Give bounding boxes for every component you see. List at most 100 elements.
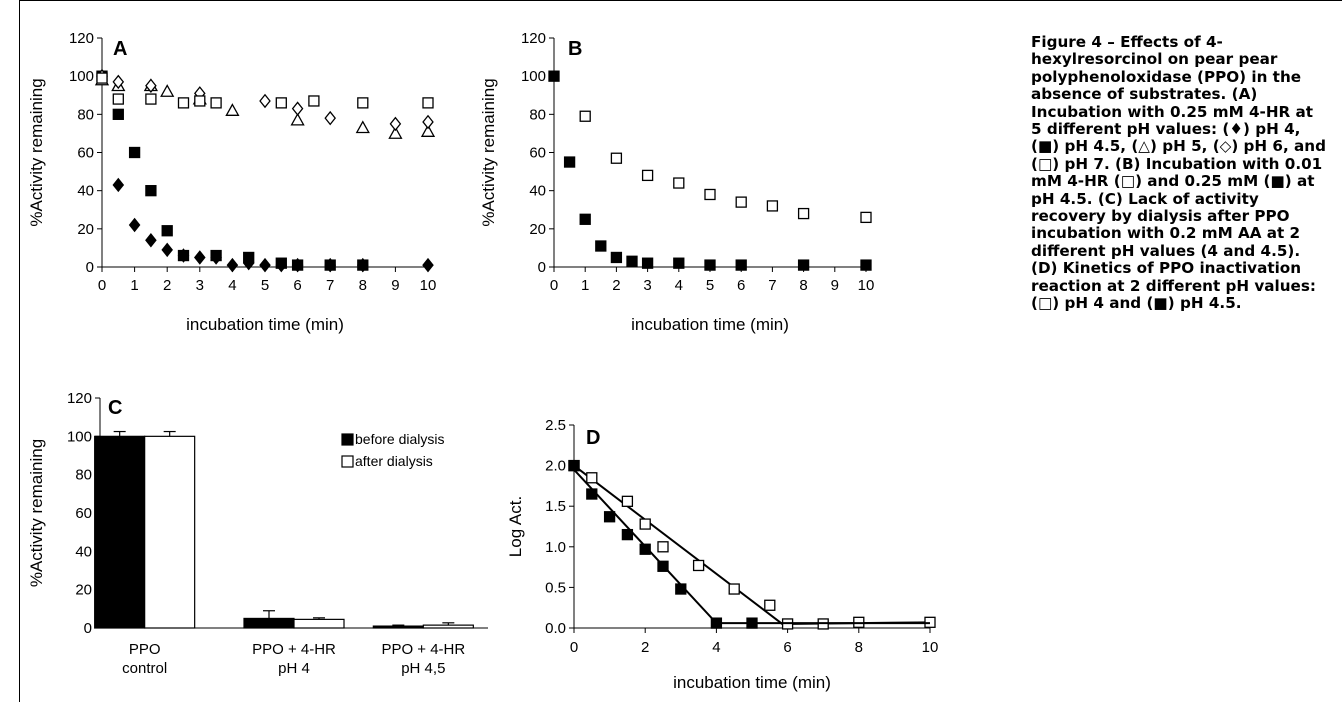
y-tick-label: 60 (75, 505, 92, 522)
data-point (764, 599, 776, 611)
x-axis-title: incubation time (min) (186, 315, 344, 334)
x-tick-label: 6 (293, 277, 301, 294)
data-point (194, 95, 206, 107)
chart-b: 0 20 40 60 80 100 120 B %Activity remaining 0 1 2 3 4… (479, 30, 874, 334)
data-point (128, 146, 141, 159)
data-point (308, 95, 320, 107)
y-tick-label: 0 (538, 259, 546, 276)
data-point (692, 559, 705, 572)
y-tick-label: 1.0 (545, 539, 566, 556)
y-axis-title: Log Act. (506, 496, 525, 557)
data-point (657, 541, 669, 553)
data-point (586, 488, 598, 500)
y-tick-label: 40 (529, 183, 546, 200)
data-point (860, 259, 872, 271)
data-point (673, 177, 685, 189)
y-tick-label: 100 (521, 68, 546, 85)
y-tick-label: 2.5 (545, 417, 566, 434)
data-point (422, 257, 434, 273)
x-tick-label: 4 (228, 277, 236, 294)
data-point (177, 97, 190, 109)
chart-d: 0.0 0.5 1.0 1.5 2.0 2.5 D Log Act. 0 2 4 6 8 10 incuba… (506, 417, 938, 692)
x-tick-label: 6 (783, 639, 791, 656)
data-point (704, 188, 716, 201)
x-tick-label: 5 (261, 277, 269, 294)
data-point (860, 211, 872, 224)
x-axis-title: incubation time (min) (631, 315, 789, 334)
y-axis-title: %Activity remaining (27, 439, 46, 587)
x-tick-label: 5 (706, 277, 714, 294)
data-point (161, 225, 173, 237)
data-point (210, 249, 222, 262)
data-point (275, 257, 287, 269)
x-tick-label: 4 (712, 639, 720, 656)
x-tick-label: 10 (858, 277, 875, 294)
bar (144, 435, 196, 629)
data-point (210, 97, 222, 109)
data-point (710, 617, 723, 629)
top-border-line (19, 0, 1342, 1)
data-point (112, 177, 125, 193)
data-point (160, 84, 175, 97)
bar (94, 435, 146, 629)
x-axis-title: incubation time (min) (673, 673, 831, 692)
data-point (639, 543, 651, 555)
data-point (673, 257, 685, 269)
data-point (324, 110, 336, 126)
data-point (145, 185, 157, 197)
caption-title: Figure 4 – Effects of 4-hexylresorcinol … (1031, 33, 1302, 104)
data-point (641, 169, 654, 182)
y-tick-label: 20 (77, 221, 94, 238)
fit-line (573, 464, 931, 625)
y-tick-label: 40 (75, 543, 92, 560)
y-tick-label: 120 (69, 30, 94, 47)
x-tick-label: 10 (420, 277, 437, 294)
x-tick-label: 2 (612, 277, 620, 294)
data-point (657, 560, 669, 572)
data-point (626, 255, 638, 267)
data-point (563, 156, 576, 168)
x-tick-label: 6 (737, 277, 745, 294)
data-point (610, 251, 623, 264)
data-point (797, 259, 810, 271)
y-axis-title: %Activity remaining (479, 78, 498, 226)
data-point (112, 108, 124, 120)
y-tick-label: 100 (69, 68, 94, 85)
x-tick-label: 2 (641, 639, 649, 656)
data-point (128, 217, 141, 233)
data-point (621, 528, 634, 541)
figure-caption: Figure 4 – Effects of 4-hexylresorcinol … (1031, 33, 1327, 313)
category-label: pH 4,5 (401, 660, 445, 677)
panel-letter: A (113, 38, 127, 60)
data-point (145, 233, 157, 248)
data-point (388, 126, 403, 139)
y-tick-label: 0.5 (545, 579, 566, 596)
panel-letter: C (108, 397, 122, 419)
data-point (194, 250, 206, 265)
panel-letter: D (586, 427, 600, 449)
data-point (225, 103, 240, 116)
caption-body: (A) Incubation with 0.25 mM 4-HR at 5 di… (1031, 85, 1326, 313)
data-point (422, 114, 434, 130)
data-point (226, 257, 239, 273)
legend-label: before dialysis (355, 431, 445, 447)
data-point (639, 518, 651, 530)
y-tick-label: 40 (77, 183, 94, 200)
x-tick-label: 3 (196, 277, 204, 294)
y-tick-label: 0.0 (545, 620, 566, 637)
y-tick-label: 20 (75, 582, 92, 599)
data-point (357, 259, 369, 271)
bar (243, 617, 295, 629)
x-tick-label: 3 (643, 277, 651, 294)
y-tick-label: 80 (529, 106, 546, 123)
legend-swatch (341, 433, 354, 446)
x-tick-label: 8 (855, 639, 863, 656)
data-point (595, 240, 607, 252)
category-label: PPO + 4-HR (252, 641, 336, 658)
data-point (621, 495, 634, 507)
data-point (548, 70, 560, 82)
data-point (675, 583, 687, 595)
data-point (357, 97, 369, 109)
